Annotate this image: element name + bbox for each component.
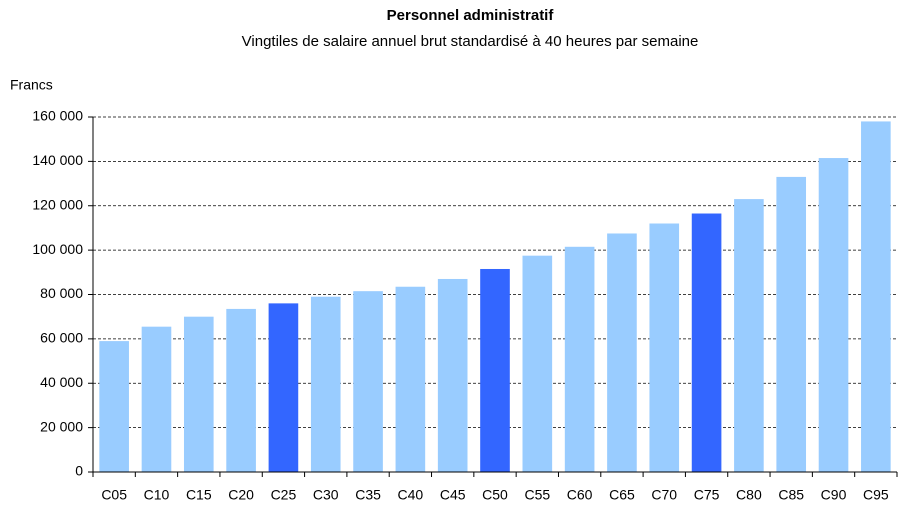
- x-tick-label: C85: [778, 487, 804, 503]
- bar: [141, 326, 172, 472]
- y-tick-label: 0: [75, 463, 83, 479]
- x-tick-label: C90: [821, 487, 847, 503]
- bar: [691, 213, 722, 472]
- y-tick-label: 100 000: [32, 241, 83, 257]
- bar: [564, 246, 595, 472]
- bar: [226, 308, 256, 472]
- bar: [99, 341, 129, 472]
- x-tick-label: C55: [524, 487, 550, 503]
- y-axis-label: Francs: [10, 77, 53, 93]
- x-tick-label: C10: [144, 487, 170, 503]
- x-tick-label: C50: [482, 487, 508, 503]
- bar: [818, 158, 849, 472]
- x-tick-label: C95: [863, 487, 889, 503]
- bar: [183, 316, 214, 472]
- bar: [480, 268, 510, 472]
- y-tick-label: 140 000: [32, 152, 83, 168]
- x-tick-label: C70: [651, 487, 677, 503]
- bar: [522, 255, 553, 472]
- x-tick-label: C25: [271, 487, 297, 503]
- bar: [353, 291, 383, 472]
- x-tick-label: C15: [186, 487, 212, 503]
- x-tick-label: C65: [609, 487, 635, 503]
- x-tick-label: C35: [355, 487, 381, 503]
- x-tick-label: C30: [313, 487, 339, 503]
- x-tick-label: C20: [228, 487, 254, 503]
- x-tick-label: C40: [398, 487, 424, 503]
- chart-title: Personnel administratif: [387, 7, 555, 24]
- bar: [437, 278, 468, 472]
- y-tick-label: 80 000: [40, 285, 83, 301]
- y-tick-label: 40 000: [40, 374, 83, 390]
- y-tick-label: 60 000: [40, 330, 83, 346]
- y-tick-label: 160 000: [32, 108, 83, 124]
- x-tick-label: C80: [736, 487, 762, 503]
- x-tick-label: C75: [694, 487, 720, 503]
- bar: [861, 121, 891, 472]
- y-tick-label: 120 000: [32, 196, 83, 212]
- bar: [268, 303, 299, 472]
- bar: [607, 233, 637, 472]
- chart-subtitle: Vingtiles de salaire annuel brut standar…: [242, 33, 699, 50]
- x-tick-label: C60: [567, 487, 593, 503]
- x-tick-label: C45: [440, 487, 466, 503]
- x-tick-label: C05: [101, 487, 127, 503]
- bar: [734, 199, 764, 472]
- bar: [649, 223, 680, 472]
- bar: [395, 286, 426, 472]
- bar: [776, 176, 807, 472]
- y-tick-label: 20 000: [40, 418, 83, 434]
- bar: [310, 296, 341, 472]
